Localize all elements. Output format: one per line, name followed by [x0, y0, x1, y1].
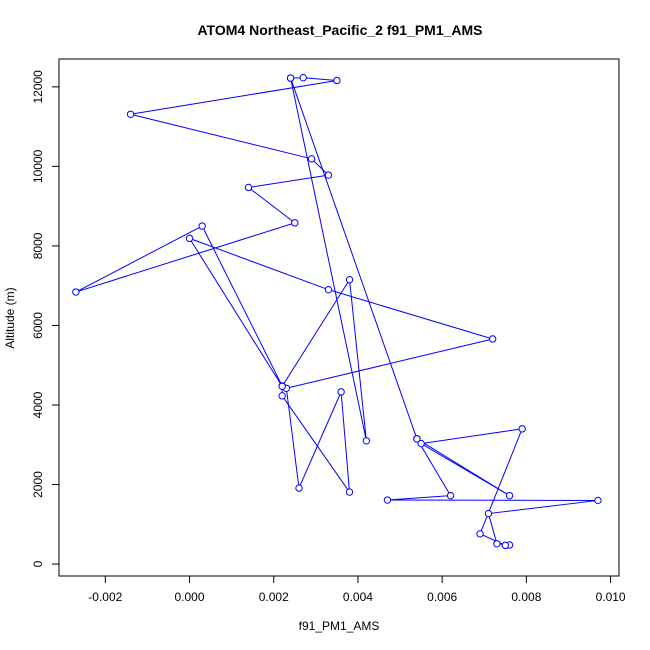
- series-segment: [416, 438, 510, 497]
- series-segment: [311, 158, 329, 176]
- data-point: [362, 437, 371, 445]
- series-segment: [290, 77, 418, 439]
- y-tick-label: 10000: [31, 149, 45, 183]
- series-lines: [75, 77, 599, 546]
- data-point: [493, 540, 501, 548]
- data-point: [417, 439, 425, 448]
- series-segment: [201, 225, 283, 387]
- data-point: [345, 488, 354, 496]
- data-point: [488, 335, 497, 343]
- y-tick-label: 8000: [31, 232, 45, 259]
- series-segment: [340, 391, 351, 493]
- x-axis: -0.002 0.000 0.002 0.004 0.006 0.008 0.010: [88, 575, 626, 604]
- series-segment: [189, 238, 283, 387]
- data-point: [307, 155, 316, 163]
- y-tick-label: 2000: [31, 471, 45, 498]
- data-point: [198, 222, 206, 230]
- data-point: [324, 285, 333, 294]
- data-point: [594, 496, 602, 505]
- plot-frame: [58, 58, 620, 577]
- data-point: [278, 382, 286, 391]
- x-tick-label: 0.004: [343, 590, 373, 604]
- data-point: [278, 392, 286, 400]
- x-tick-label: -0.002: [88, 590, 122, 604]
- data-point: [286, 74, 295, 82]
- series-segment: [349, 279, 367, 441]
- series-segment: [75, 225, 203, 293]
- series-points: [72, 73, 602, 550]
- series-segment: [130, 79, 337, 115]
- data-point: [476, 530, 484, 538]
- series-segment: [487, 513, 498, 544]
- y-axis-label: Altitude (m): [3, 287, 17, 348]
- series-segment: [248, 174, 329, 188]
- data-point: [72, 288, 80, 296]
- series-segment: [281, 395, 350, 493]
- y-tick-label: 6000: [31, 312, 45, 339]
- data-point: [501, 541, 510, 550]
- series-segment: [328, 289, 493, 340]
- data-point: [345, 276, 354, 284]
- data-point: [299, 73, 307, 82]
- y-tick-label: 4000: [31, 391, 45, 418]
- series-segment: [285, 388, 300, 489]
- series-segment: [290, 77, 367, 441]
- x-tick-label: 0.006: [427, 590, 457, 604]
- data-point: [413, 435, 421, 443]
- data-point: [383, 496, 392, 504]
- data-point: [484, 509, 493, 518]
- series-segment: [248, 187, 296, 224]
- data-point: [185, 234, 194, 243]
- series-segment: [387, 495, 451, 501]
- data-point: [244, 183, 253, 192]
- chart-title: ATOM4 Northeast_Pacific_2 f91_PM1_AMS: [197, 22, 482, 38]
- data-point: [295, 484, 303, 492]
- x-tick-label: 0.002: [259, 590, 289, 604]
- data-point: [518, 425, 526, 433]
- series-segment: [421, 428, 523, 445]
- x-axis-label: f91_PM1_AMS: [299, 619, 380, 633]
- data-point: [337, 388, 345, 396]
- series-segment: [286, 338, 493, 389]
- data-point: [333, 76, 341, 85]
- series-segment: [479, 533, 506, 546]
- data-point: [324, 171, 333, 179]
- x-tick-label: 0.000: [175, 590, 205, 604]
- data-point: [126, 110, 135, 118]
- data-point: [505, 491, 514, 500]
- data-point: [446, 491, 455, 500]
- y-tick-label: 0: [31, 560, 45, 567]
- series-segment: [488, 499, 599, 515]
- series-segment: [303, 77, 337, 81]
- data-point: [291, 219, 299, 227]
- series-segment: [298, 391, 342, 489]
- y-tick-label: 12000: [31, 70, 45, 104]
- x-tick-label: 0.010: [596, 590, 626, 604]
- series-segment: [189, 237, 329, 291]
- y-axis: 0 2000 4000 6000 8000 10000 12000: [31, 70, 60, 567]
- series-segment: [130, 113, 312, 160]
- x-tick-label: 0.008: [511, 590, 541, 604]
- series-segment: [75, 222, 295, 293]
- series-segment: [416, 438, 452, 496]
- series-segment: [281, 279, 350, 387]
